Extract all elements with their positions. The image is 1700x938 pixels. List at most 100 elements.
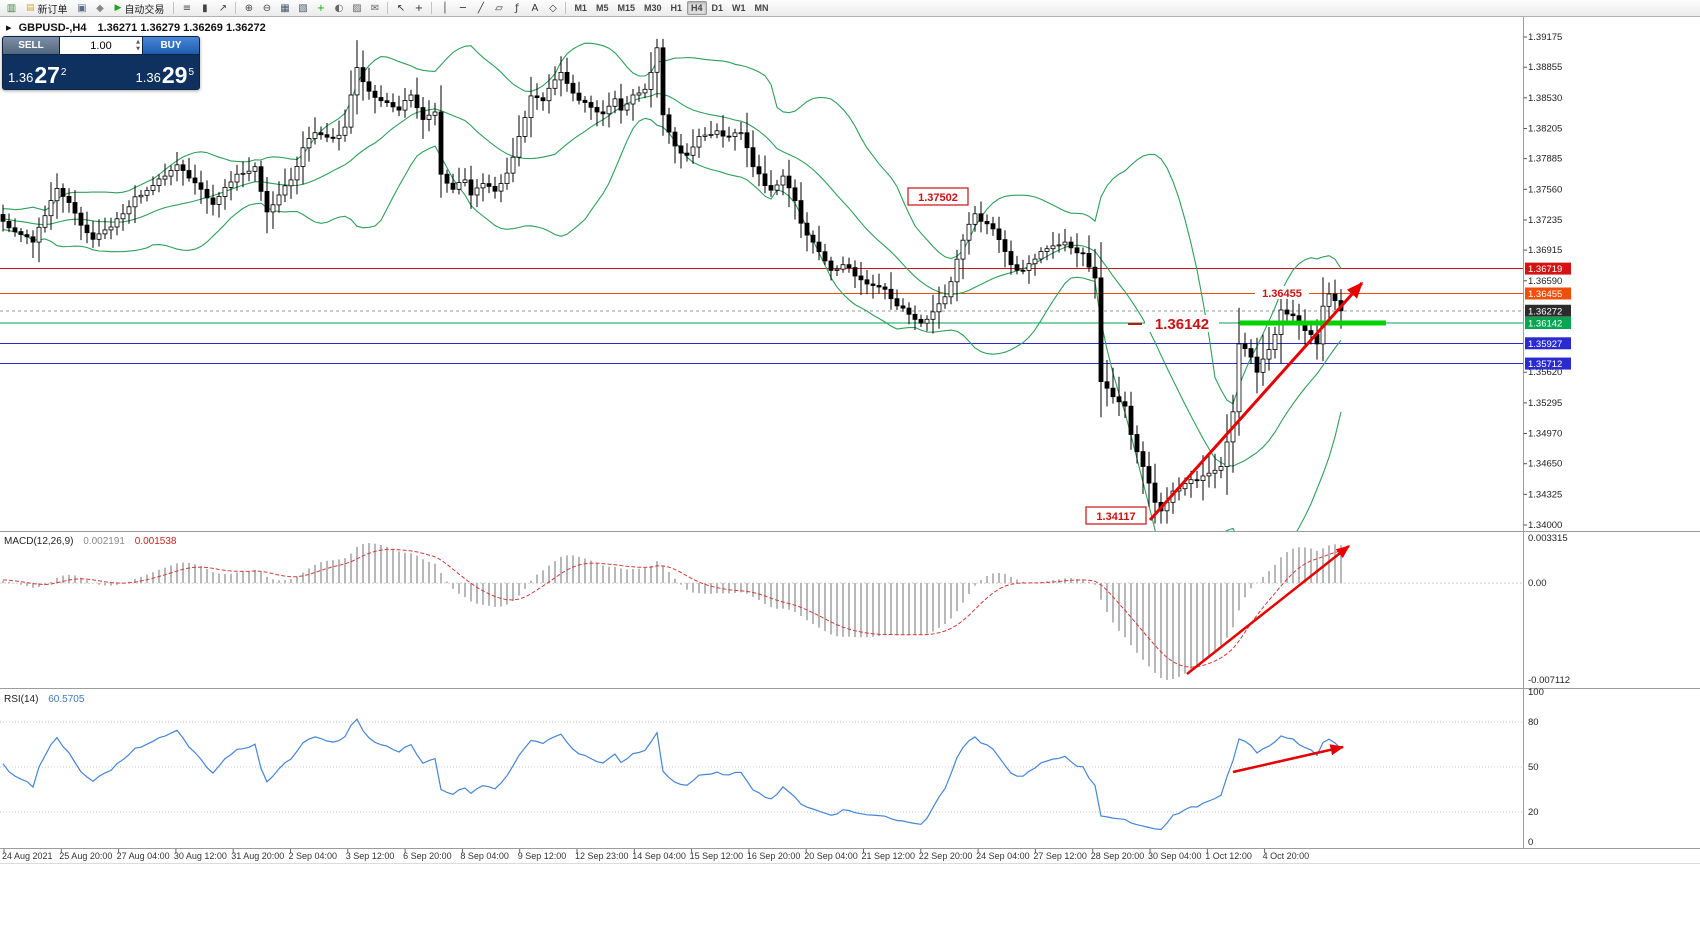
chart-annotations: 1.37502 1.34117 1.36455 1.36142 (907, 187, 1309, 525)
candle-body (366, 81, 372, 92)
charts-icon[interactable]: ▥ (3, 1, 20, 16)
timeframe-h4[interactable]: H4 (687, 1, 707, 15)
candle-body (1032, 258, 1038, 265)
annotation-box[interactable] (907, 187, 969, 206)
candle-body (936, 303, 942, 313)
candle-body (852, 267, 858, 277)
text-icon[interactable]: A (526, 1, 543, 16)
volume-input[interactable]: 1.00 ▲ ▼ (60, 37, 142, 54)
indicators-add-icon[interactable]: + (312, 1, 329, 16)
candle-body (798, 200, 804, 224)
candle-body (336, 134, 342, 139)
price-tag (1525, 337, 1571, 350)
trend-arrow[interactable] (1232, 744, 1345, 774)
candle-body (1290, 313, 1296, 317)
autotrading-button[interactable]: ▶ 自动交易 (110, 1, 170, 16)
candle-body (276, 194, 282, 206)
bid-price[interactable]: 1.36 27 2 (8, 64, 99, 86)
candlestick-series (0, 38, 1344, 524)
line-chart-icon[interactable]: ↗ (214, 1, 231, 16)
fibonacci-icon[interactable]: ƒ (508, 1, 525, 16)
new-order-button[interactable]: ▤ 新订单 (21, 1, 73, 16)
sell-button[interactable]: SELL (3, 37, 60, 54)
candle-body (810, 234, 816, 243)
candle-body (960, 239, 966, 260)
bar-chart-icon[interactable]: ≡ (178, 1, 195, 16)
candle-body (132, 196, 138, 208)
candle-body (786, 175, 792, 189)
timeframe-h1[interactable]: H1 (670, 3, 683, 13)
candle-body (1056, 244, 1062, 247)
ask-price-base: 1.36 (135, 70, 161, 86)
trend-arrow[interactable] (1148, 281, 1364, 522)
volume-spinner[interactable]: ▲ ▼ (136, 39, 140, 52)
annotation-box[interactable] (1085, 506, 1147, 525)
candle-body (780, 175, 786, 186)
time-tick-label: 8 Sep 04:00 (460, 851, 509, 861)
timeframe-m15[interactable]: M15 (617, 3, 635, 13)
candle-body (6, 220, 12, 229)
candle-body (774, 184, 780, 191)
timeframe-m1[interactable]: M1 (574, 3, 587, 13)
candle-body (984, 220, 990, 225)
crosshair-icon[interactable]: + (410, 1, 427, 16)
candle-body (1044, 248, 1050, 252)
candle-body (888, 288, 894, 300)
timeframe-w1[interactable]: W1 (732, 3, 746, 13)
time-tick-label: 21 Sep 12:00 (862, 851, 916, 861)
cursor-icon[interactable]: ↖ (392, 1, 409, 16)
candle-body (522, 117, 528, 137)
templates-icon[interactable]: ▨ (348, 1, 365, 16)
candle-body (918, 318, 924, 324)
candle-body (1188, 479, 1194, 484)
timeframe-m30[interactable]: M30 (643, 3, 662, 13)
timeframe-d1[interactable]: D1 (711, 3, 724, 13)
candle-body (162, 175, 168, 180)
candlestick-chart-icon-glyph: ▮ (202, 2, 208, 14)
horizontal-line-icon[interactable]: ─ (454, 1, 471, 16)
cascade-windows-icon[interactable]: ▧ (294, 1, 311, 16)
trend-arrow[interactable] (1186, 545, 1350, 675)
mail-icon[interactable]: ✉ (366, 1, 383, 16)
channel-icon[interactable]: ▱ (490, 1, 507, 16)
trend-arrows[interactable] (1148, 281, 1364, 774)
candle-body (1248, 348, 1254, 358)
candle-body (306, 138, 312, 149)
shapes-icon[interactable]: ◇ (544, 1, 561, 16)
spinner-up-icon[interactable]: ▲ (136, 39, 140, 45)
time-tick-label: 1 Oct 12:00 (1205, 851, 1252, 861)
candle-body (900, 305, 906, 309)
candle-body (882, 286, 888, 290)
periods-icon[interactable]: ◐ (330, 1, 347, 16)
trendline-icon[interactable]: ╱ (472, 1, 489, 16)
candle-body (402, 100, 408, 111)
ask-price[interactable]: 1.36 29 5 (103, 64, 194, 86)
market-watch-icon[interactable]: ◆ (92, 1, 109, 16)
candle-body (264, 190, 270, 213)
annotation-text[interactable]: 1.36455 (1262, 288, 1302, 300)
buy-button[interactable]: BUY (142, 37, 199, 54)
candle-body (1194, 479, 1200, 482)
zoom-in-icon[interactable]: ⊕ (240, 1, 257, 16)
timeframe-mn[interactable]: MN (754, 3, 769, 13)
vertical-line-icon-glyph: │ (441, 2, 448, 14)
chart-window-icon[interactable]: ▣ (74, 1, 91, 16)
zoom-out-icon[interactable]: ⊖ (258, 1, 275, 16)
candlestick-chart-icon[interactable]: ▮ (196, 1, 213, 16)
spinner-down-icon[interactable]: ▼ (136, 45, 140, 52)
macd-panel (0, 543, 1523, 680)
annotation-text[interactable]: 1.36142 (1155, 316, 1209, 333)
candle-body (168, 170, 174, 177)
candle-body (1110, 387, 1116, 398)
tile-windows-icon[interactable]: ▦ (276, 1, 293, 16)
timeframe-m5[interactable]: M5 (595, 3, 609, 13)
candle-body (270, 204, 276, 213)
rsi-axis-label: 100 (1528, 687, 1544, 698)
candle-body (504, 172, 510, 185)
rsi-header: RSI(14) 60.5705 (4, 694, 85, 705)
candle-body (528, 95, 534, 119)
toolbar-separator (565, 2, 567, 14)
vertical-line-icon[interactable]: │ (436, 1, 453, 16)
candle-body (678, 145, 684, 154)
